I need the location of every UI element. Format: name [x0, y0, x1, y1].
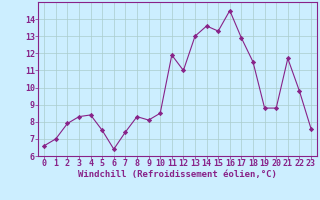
X-axis label: Windchill (Refroidissement éolien,°C): Windchill (Refroidissement éolien,°C) — [78, 170, 277, 179]
